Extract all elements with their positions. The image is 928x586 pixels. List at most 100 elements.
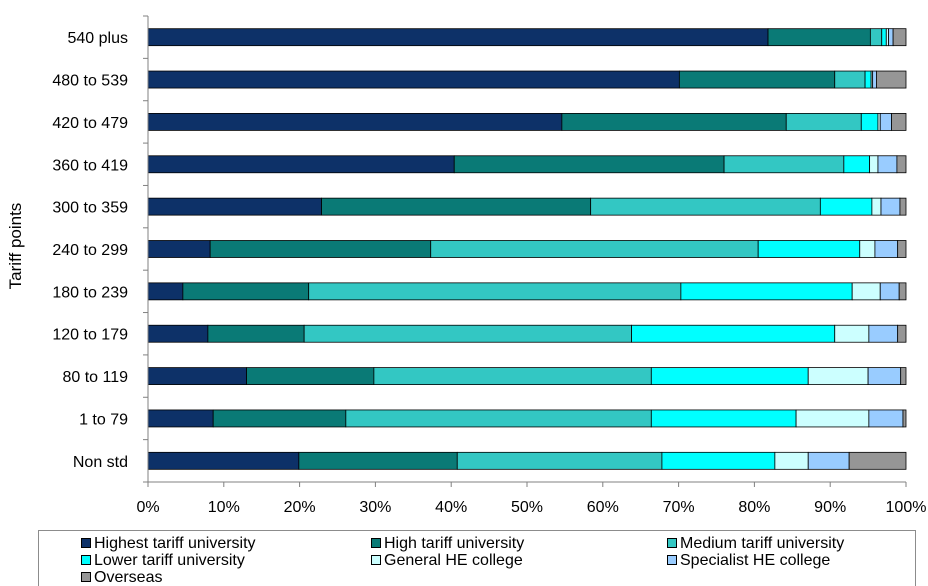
- bar-segment-4-3: [869, 155, 879, 174]
- bar-segment-4-9: [795, 409, 870, 428]
- bar-segment-6-7: [897, 324, 907, 343]
- bar-segment-6-2: [891, 113, 907, 131]
- bar-segment-6-3: [896, 155, 907, 174]
- bar-segment-2-0: [869, 28, 883, 47]
- bar-segment-6-1: [876, 70, 907, 89]
- legend-item: Medium tariff university: [667, 536, 844, 552]
- bar-segment-1-10: [298, 451, 458, 470]
- legend-swatch: [81, 555, 91, 565]
- x-tick-label: 10%: [208, 499, 240, 516]
- bar-segment-3-1: [864, 70, 872, 89]
- bar-segment-6-5: [897, 240, 907, 258]
- bar-segment-2-8: [373, 367, 652, 385]
- bar-segment-6-6: [898, 282, 907, 301]
- x-tick-label: 60%: [587, 499, 619, 516]
- x-tick-label: 20%: [284, 499, 316, 516]
- category-label: 120 to 179: [52, 327, 128, 344]
- bar-segment-2-2: [785, 113, 862, 131]
- bar-segment-2-4: [590, 197, 821, 216]
- category-label: 80 to 119: [62, 369, 128, 386]
- y-axis-title: Tariff points: [6, 203, 25, 290]
- bar-segment-1-0: [767, 28, 871, 47]
- bar-segment-0-0: [147, 28, 769, 47]
- bar-segment-4-7: [834, 324, 870, 343]
- bar-segment-2-3: [723, 155, 845, 174]
- bar-segment-1-1: [678, 70, 836, 89]
- category-label: 540 plus: [68, 30, 129, 47]
- bar-segment-1-4: [321, 197, 592, 216]
- bar-segment-0-3: [147, 155, 455, 174]
- bar-segment-3-3: [843, 155, 871, 174]
- bar-segment-0-1: [147, 70, 680, 89]
- x-tick-label: 90%: [814, 499, 846, 516]
- category-label: 300 to 359: [52, 200, 128, 217]
- bar-segment-2-10: [456, 451, 663, 470]
- bar-segment-5-1: [872, 70, 877, 89]
- bar-segment-2-1: [834, 70, 866, 89]
- legend-label: Medium tariff university: [680, 535, 845, 552]
- bar-segment-0-6: [147, 282, 184, 301]
- x-tick-label: 80%: [738, 499, 770, 516]
- x-tick-label: 30%: [359, 499, 391, 516]
- bar-segment-0-5: [147, 240, 211, 258]
- legend-label: General HE college: [384, 552, 523, 569]
- legend-swatch: [371, 555, 381, 565]
- bar-segment-0-8: [147, 367, 247, 385]
- category-label: 360 to 419: [52, 157, 128, 174]
- category-label: Non std: [73, 454, 128, 471]
- legend-label: Lower tariff university: [94, 552, 245, 569]
- bar-segment-6-4: [899, 197, 907, 216]
- bar-segment-3-5: [757, 240, 861, 258]
- bar-segment-5-8: [867, 367, 902, 385]
- bar-segment-1-2: [561, 113, 787, 131]
- bar-segment-3-0: [881, 28, 887, 47]
- bar-segment-4-8: [807, 367, 869, 385]
- bar-segment-0-7: [147, 324, 209, 343]
- legend-swatch: [81, 572, 91, 582]
- bar-segment-4-10: [774, 451, 809, 470]
- x-tick-label: 50%: [511, 499, 543, 516]
- legend-item: Overseas: [81, 570, 162, 586]
- legend-label: Specialist HE college: [680, 552, 831, 569]
- bar-segment-3-7: [631, 324, 836, 343]
- bar-segment-3-4: [819, 197, 873, 216]
- bar-segment-0-9: [147, 409, 214, 428]
- legend-item: Specialist HE college: [667, 553, 830, 569]
- bar-segment-1-6: [182, 282, 310, 301]
- bar-segment-3-8: [650, 367, 809, 385]
- legend-swatch: [667, 538, 677, 548]
- bar-segment-4-6: [851, 282, 881, 301]
- chart-legend: Highest tariff university High tariff uni…: [38, 530, 916, 586]
- category-label: 1 to 79: [79, 411, 128, 428]
- x-tick-label: 100%: [886, 499, 927, 516]
- stacked-bar-chart: Tariff points 540 plus 480 to 539 420 to 4…: [6, 15, 927, 516]
- bar-segment-5-4: [880, 197, 901, 216]
- legend-swatch: [667, 555, 677, 565]
- x-tick-label: 70%: [663, 499, 695, 516]
- legend-label: High tariff university: [384, 535, 525, 552]
- bar-segment-3-2: [860, 113, 879, 131]
- bar-segment-2-5: [430, 240, 759, 258]
- bar-segment-6-8: [900, 367, 907, 385]
- bar-segment-5-9: [868, 409, 904, 428]
- legend-item: Lower tariff university: [81, 553, 245, 569]
- legend-item: High tariff university: [371, 536, 524, 552]
- bar-segment-2-6: [308, 282, 682, 301]
- bar-segment-3-6: [680, 282, 853, 301]
- bar-segment-3-9: [650, 409, 797, 428]
- bar-segment-4-5: [859, 240, 876, 258]
- bar-segment-6-10: [848, 451, 907, 470]
- category-label: 180 to 239: [52, 284, 128, 301]
- bar-segment-5-0: [888, 28, 894, 47]
- bar-segment-5-6: [879, 282, 900, 301]
- bar-segment-4-4: [871, 197, 882, 216]
- bar-segment-0-4: [147, 197, 322, 216]
- bar-segment-5-2: [879, 113, 892, 131]
- legend-item: General HE college: [371, 553, 523, 569]
- category-label: 420 to 479: [52, 115, 128, 132]
- bar-segment-6-9: [902, 409, 907, 428]
- x-tick-label: 40%: [435, 499, 467, 516]
- bar-segment-1-5: [209, 240, 432, 258]
- bar-segment-5-3: [877, 155, 898, 174]
- bar-segment-5-5: [874, 240, 899, 258]
